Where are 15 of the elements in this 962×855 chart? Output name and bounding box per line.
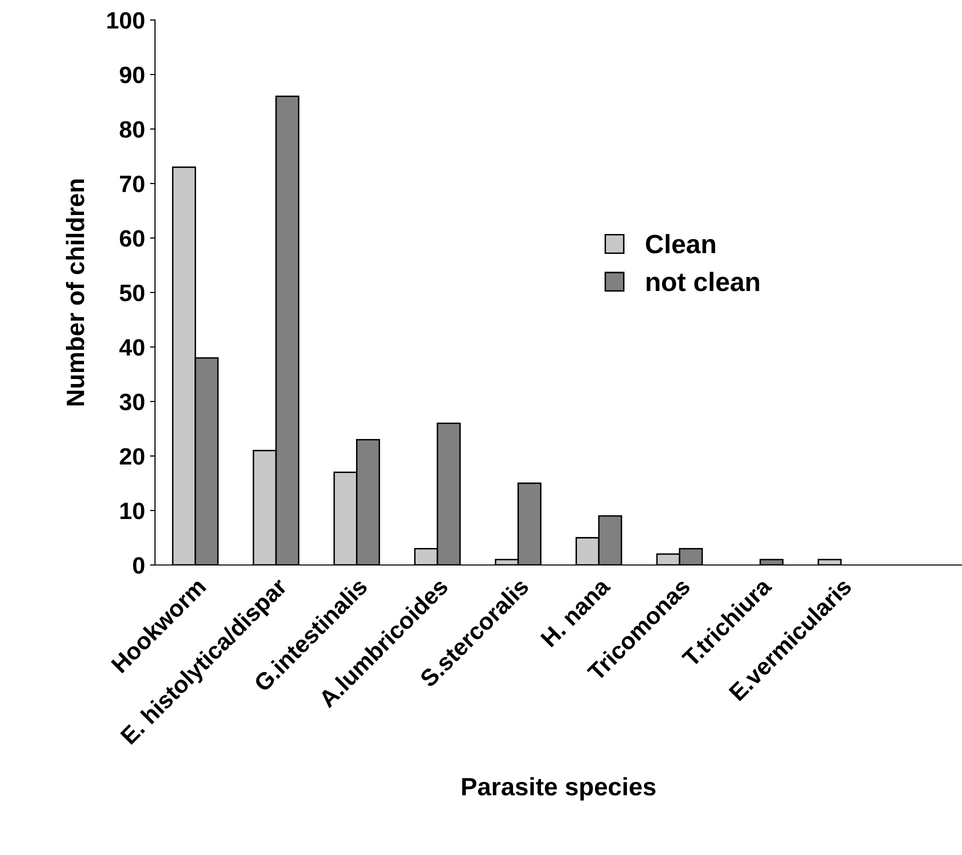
y-tick-label: 50: [120, 284, 144, 302]
y-tick-label: 0: [133, 557, 144, 574]
x-axis-title: Parasite species: [462, 777, 656, 800]
y-tick-label: 40: [119, 339, 144, 356]
y-tick-label: 70: [120, 176, 144, 192]
y-tick-label: 10: [120, 502, 144, 520]
legend-label: Clean: [646, 234, 716, 254]
y-tick-label: 100: [107, 12, 144, 29]
y-tick-label: 30: [120, 394, 144, 410]
y-tick-label: 20: [120, 448, 144, 465]
y-axis-title: Number of children: [66, 179, 84, 406]
y-tick-label: 90: [120, 66, 144, 84]
legend-label: not clean: [646, 272, 760, 292]
y-tick-label: 80: [120, 121, 144, 138]
y-tick-label: 60: [120, 230, 144, 247]
